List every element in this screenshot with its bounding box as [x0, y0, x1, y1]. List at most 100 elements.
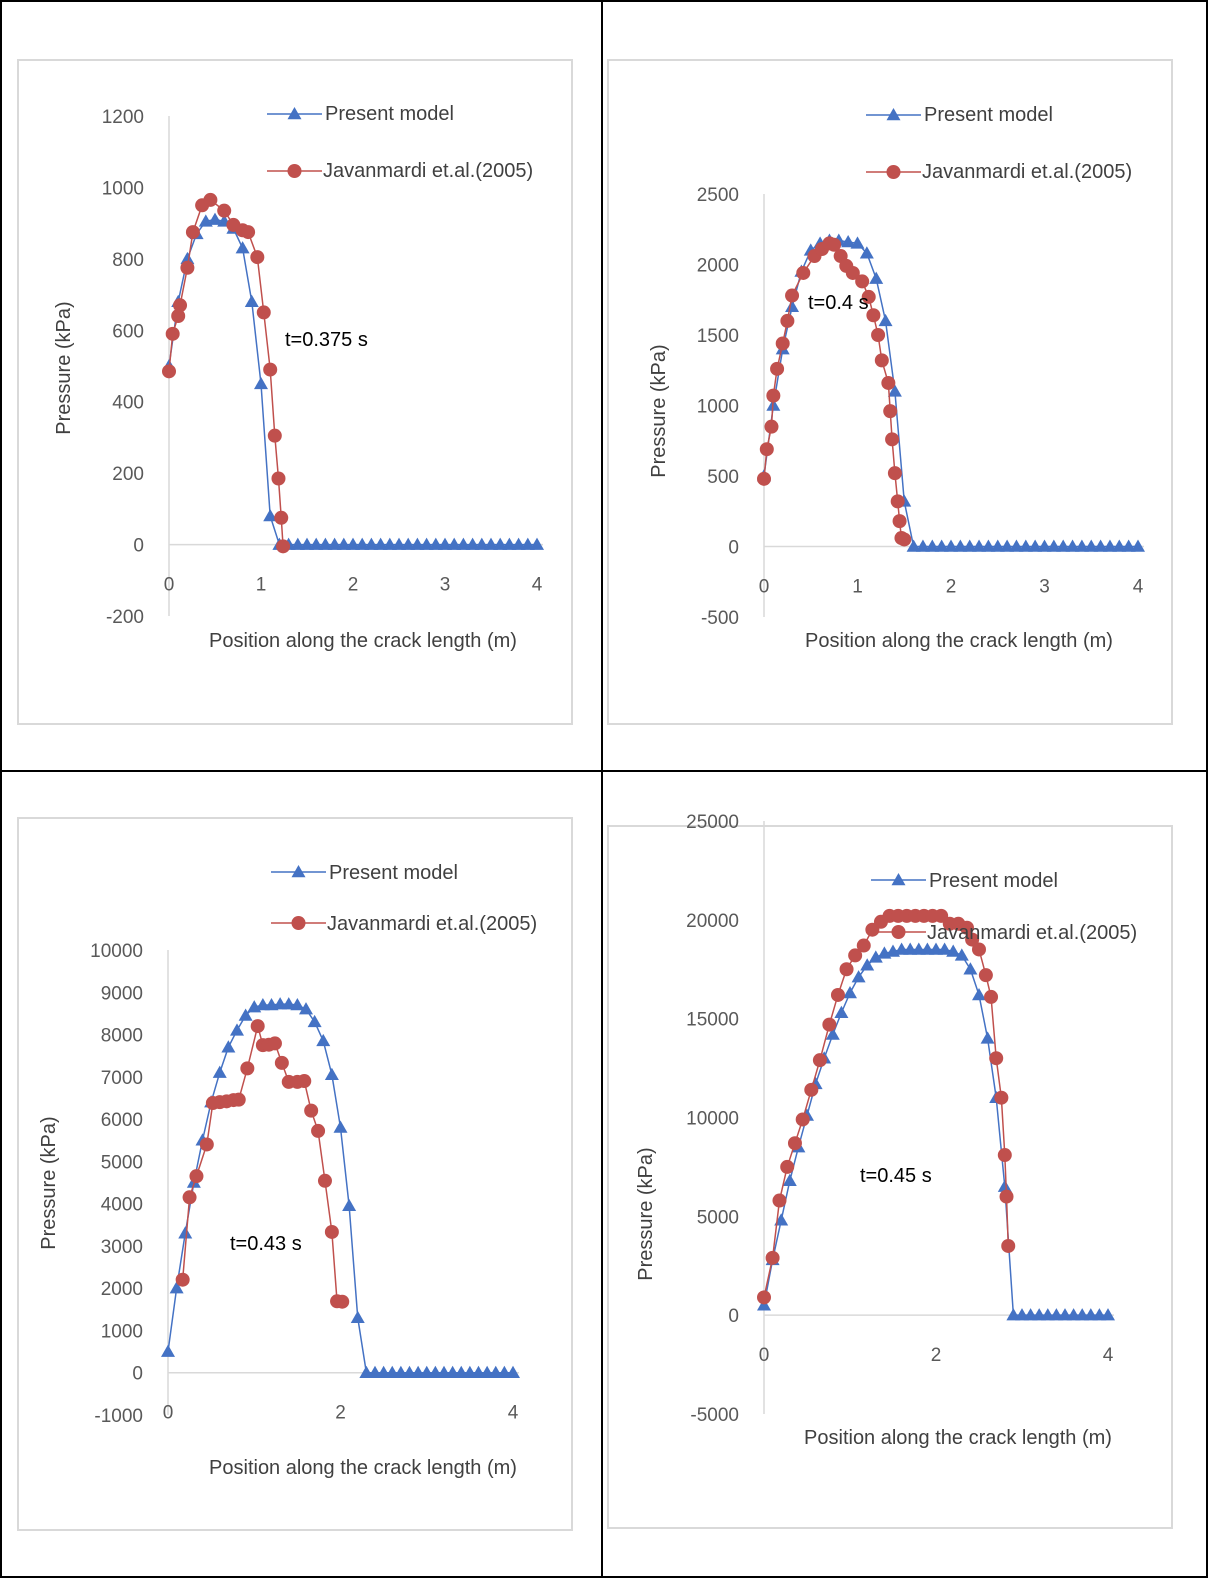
chart-1-series-2-point	[162, 364, 176, 379]
chart-2-y-tick-label: -500	[701, 608, 739, 629]
chart-1-y-tick-label: 800	[112, 250, 144, 271]
chart-4-series-1-point	[954, 948, 969, 961]
chart-2: -500 0 500 1000 1500 2000 2500 0 1 2 3 4	[697, 108, 1145, 629]
chart-1-x-tick-label: 2	[348, 575, 359, 596]
chart-4-xlabel: Position along the crack length (m)	[804, 1427, 1112, 1449]
chart-2-series-1-point	[1037, 539, 1052, 552]
chart-1-series-1-point	[263, 509, 278, 522]
chart-4-series-2-point	[822, 1017, 837, 1032]
chart-2-series-2-point	[827, 237, 842, 252]
chart-2-series-1-point	[1000, 539, 1015, 552]
chart-4-series-2-point	[978, 968, 993, 983]
chart-1-series-1-point	[456, 537, 471, 550]
chart-3-y-tick-label: 0	[132, 1364, 143, 1385]
chart-4-series-1-point	[825, 1027, 840, 1040]
chart-2-series-2-point	[770, 361, 785, 376]
chart-1-series-1-point	[244, 294, 259, 307]
chart-2-x-tick-label: 1	[852, 577, 863, 598]
chart-1-series-2-point	[256, 305, 271, 320]
chart-2-series-2-point	[766, 388, 781, 403]
chart-1-series-2-point	[276, 539, 291, 554]
chart-3-y-tick-label: 9000	[101, 983, 143, 1004]
chart-1-x-tick-label: 3	[440, 575, 451, 596]
chart-3-y-tick-label: 8000	[101, 1026, 143, 1047]
chart-4-series-1-point	[980, 1031, 995, 1044]
chart-4-series-2-point	[765, 1250, 780, 1265]
chart-1-ylabel: Pressure (kPa)	[53, 301, 75, 434]
chart-2-y-tick-label: 500	[707, 467, 739, 488]
chart-3-y-tick-label: 10000	[90, 941, 143, 962]
chart-1-series-1-point	[530, 537, 544, 550]
chart-2-y-tick-label: 1500	[697, 326, 739, 347]
chart-4-series-2-point	[830, 987, 845, 1002]
chart-3-y-tick-label: 4000	[101, 1195, 143, 1216]
chart-3-series-1-point	[307, 1014, 322, 1028]
chart-4-series-1-point	[997, 1179, 1012, 1192]
chart-3-series-1-point	[212, 1065, 227, 1078]
chart-1-legend-label-present-model: Present model	[325, 103, 454, 125]
chart-2-series-1-point	[925, 539, 940, 552]
chart-2-legend: Present model Javanmardi et.al.(2005)	[922, 104, 1132, 183]
chart-1-series-1-point	[438, 537, 452, 550]
chart-3-series-2-point	[311, 1123, 326, 1138]
chart-1-y-tick-label: 400	[112, 393, 144, 414]
chart-1-series-1-point	[254, 376, 268, 390]
chart-2-series-2-point	[759, 442, 774, 457]
chart-4-y-tick-label: 10000	[686, 1109, 739, 1130]
chart-4-series-2-point	[997, 1148, 1012, 1163]
chart-1-series-1-point	[511, 537, 526, 550]
chart-2-series-2-point	[796, 265, 811, 280]
chart-2-series-1-point	[1121, 539, 1136, 552]
chart-3-series-2-point	[175, 1272, 190, 1287]
chart-4-series-2-point	[804, 1082, 819, 1097]
chart-2-series-1-point	[944, 539, 958, 552]
chart-1-y-tick-label: 1200	[102, 107, 144, 128]
chart-4-series-2-point	[959, 920, 974, 935]
chart-3-series-2-point	[182, 1190, 197, 1205]
chart-3-xlabel: Position along the crack length (m)	[209, 1457, 517, 1479]
chart-1-series-1-point	[428, 537, 443, 550]
chart-4-series-2-point	[856, 938, 871, 953]
chart-3-series-2-point	[335, 1294, 350, 1309]
chart-3-annotation: t=0.43 s	[230, 1233, 302, 1255]
chart-4-series-2-point	[984, 989, 999, 1004]
chart-3-series-1-point	[324, 1067, 339, 1080]
chart-4-series-1-point	[851, 970, 866, 983]
chart-2-series-1-point	[1065, 539, 1080, 552]
chart-3-series-2-point	[324, 1224, 339, 1239]
chart-2-series-1-point	[1028, 539, 1043, 552]
chart-3-legend-label-javanmardi: Javanmardi et.al.(2005)	[327, 913, 537, 935]
chart-1-series-1-point	[327, 537, 342, 550]
chart-1-series-1-point	[355, 537, 370, 550]
chart-1-series-2-point	[185, 225, 200, 240]
chart-1-series-1-point	[290, 537, 305, 550]
chart-2-series-1-point	[850, 236, 865, 249]
chart-1-series-2-point	[171, 309, 186, 323]
chart-3-series-2-point	[297, 1074, 312, 1089]
chart-2-series-2-point	[757, 471, 771, 486]
chart-2-series-2-point	[780, 313, 795, 328]
chart-2-series-2-point	[890, 494, 905, 509]
chart-4-legend-label-javanmardi: Javanmardi et.al.(2005)	[927, 922, 1137, 944]
chart-1-series-2-point	[250, 250, 265, 265]
chart-3-series-1-point	[333, 1120, 348, 1133]
chart-1-legend-marker-2	[287, 164, 302, 178]
chart-3-series-1-point	[169, 1281, 184, 1294]
chart-2-series-2-point	[885, 432, 900, 447]
chart-1-x-tick-label: 0	[164, 575, 175, 596]
chart-2-series-2-point	[775, 336, 790, 351]
chart-1-series-1-point	[336, 537, 351, 550]
chart-2-xlabel: Position along the crack length (m)	[805, 630, 1113, 652]
chart-2-series-1-point	[785, 299, 800, 313]
chart-1-y-tick-label: 1000	[102, 178, 144, 199]
chart-1-series-2-point	[180, 260, 195, 275]
chart-1-series-1-point	[401, 537, 416, 550]
chart-1-series-2-point	[263, 362, 278, 377]
chart-4-legend: Present model Javanmardi et.al.(2005)	[927, 870, 1137, 944]
chart-1-y-tick-label: 0	[133, 536, 144, 557]
chart-2-series-1-point	[915, 539, 930, 552]
chart-4-y-tick-label: 0	[728, 1306, 739, 1327]
chart-3-y-tick-label: 5000	[101, 1152, 143, 1173]
